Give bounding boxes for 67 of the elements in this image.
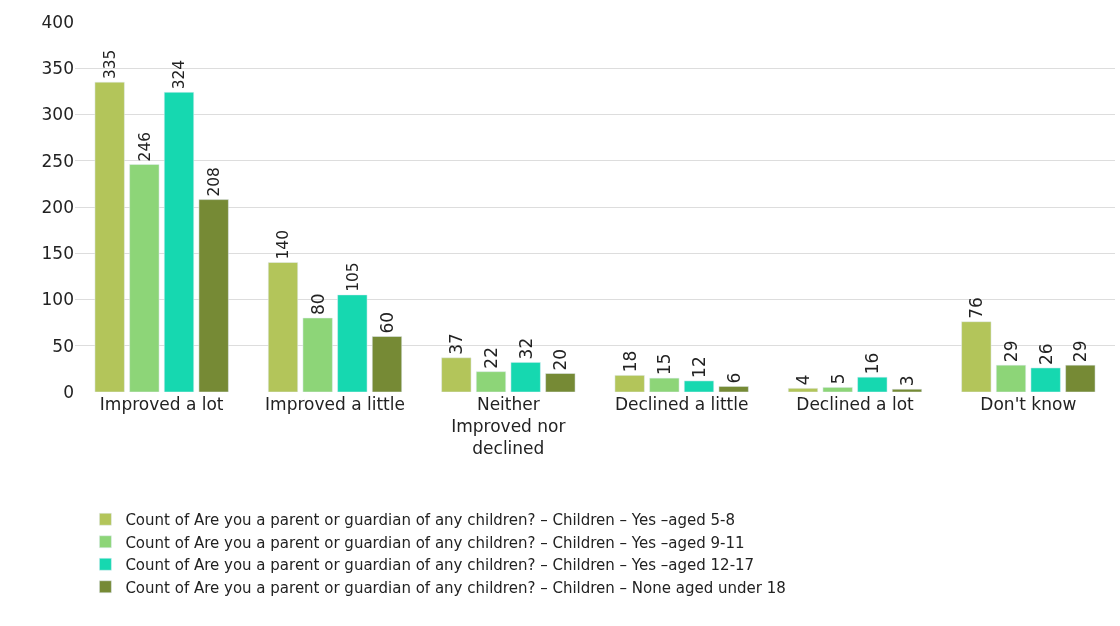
x-tick-label: Declined a lot [796,394,915,414]
x-tick-label: Improved a lot [99,394,224,414]
data-label: 22 [481,347,501,369]
y-tick-label: 0 [63,381,74,402]
bar [649,377,680,392]
legend-label: Count of Are you a parent or guardian of any children? – Children – Yes –aged 9-11 [125,533,745,552]
y-tick-label: 100 [41,289,74,310]
y-tick-label: 400 [41,11,74,32]
data-label: 140 [274,230,293,260]
data-label: 80 [307,293,328,315]
data-label: 246 [135,132,154,162]
y-tick-label: 200 [41,196,74,217]
data-label: 208 [205,167,224,197]
x-tick-label: Neither Improved nor declined [451,394,566,459]
bar [892,388,922,392]
bar [302,317,333,392]
data-label: 4 [793,374,813,386]
data-label: 105 [343,262,362,292]
bar [822,387,853,392]
data-label: 18 [619,350,640,373]
data-label: 15 [654,353,675,376]
data-label: 29 [1070,340,1091,363]
y-tick-label: 150 [41,243,74,264]
bar [129,164,160,392]
bar [718,386,749,392]
data-label: 12 [689,356,709,378]
legend-label: Count of Are you a parent or guardian of any children? – Children – Yes –aged 12-17 [125,556,755,575]
data-label: 37 [446,333,467,355]
data-label: 324 [170,59,189,90]
data-label: 60 [377,311,397,334]
data-label: 3 [897,375,917,387]
data-label: 26 [1035,343,1056,365]
bar [545,373,576,392]
data-label: 5 [827,373,848,385]
bar [476,371,506,392]
data-label: 29 [1001,340,1021,363]
bar [1030,367,1061,392]
data-label: 6 [723,372,744,384]
x-tick-label: Improved a little [265,394,405,414]
legend-label: Count of Are you a parent or guardian of any children? – Children – Yes –aged 5-8 [125,511,736,530]
bar [614,375,645,392]
data-label: 335 [101,49,120,80]
bar [441,357,472,392]
bar [857,376,888,392]
y-tick-label: 350 [41,58,74,79]
bar [198,199,229,392]
bar [788,388,818,392]
data-label: 20 [550,348,571,371]
bar [164,92,194,392]
y-tick-label: 250 [41,150,74,171]
bar [337,294,368,392]
data-label: 76 [966,297,987,319]
bar [94,81,125,392]
bar [996,364,1026,392]
bar [268,262,298,392]
data-label: 16 [862,352,883,375]
bar [1065,364,1096,392]
x-tick-label: Don't know [980,394,1077,414]
legend-label: Count of Are you a parent or guardian of any children? – Children – None aged under 18 [125,578,786,597]
bar [961,321,992,392]
data-label: 32 [515,337,536,360]
bar [510,362,541,392]
x-tick-label: Declined a little [614,394,749,414]
bar [372,336,402,392]
y-tick-label: 300 [41,104,74,125]
y-tick-label: 50 [52,335,74,356]
bar [684,380,714,392]
